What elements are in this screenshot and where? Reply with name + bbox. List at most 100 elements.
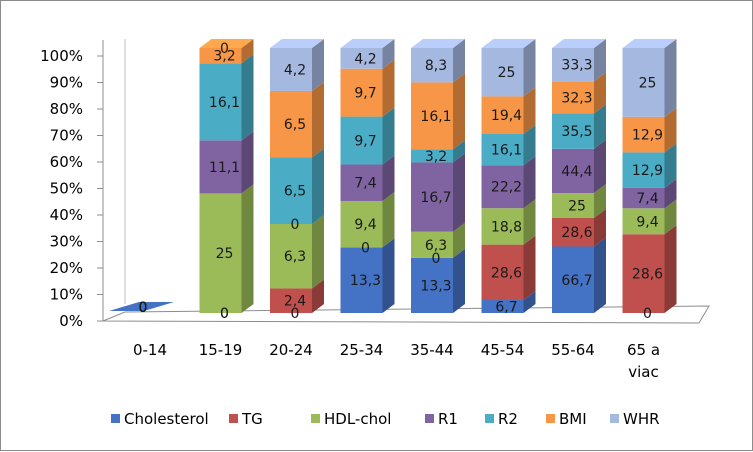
data-label: 16,1 (420, 109, 451, 125)
bar-segment-bmi (411, 73, 465, 150)
bar-segment-r2 (622, 143, 677, 188)
x-category-label: 45-54 (481, 341, 525, 359)
bar-side (453, 39, 465, 83)
legend-swatch (485, 414, 494, 423)
bar-face (340, 247, 383, 313)
data-label: 0 (291, 217, 300, 233)
data-label: 6,7 (495, 300, 517, 316)
data-label: 25 (216, 246, 234, 262)
bar-face (622, 152, 665, 188)
bar-side (664, 178, 677, 209)
legend-label: BMI (559, 410, 587, 428)
bar-face (552, 246, 594, 313)
x-category-label-line: 65 a (627, 341, 660, 359)
bar-segment-r1 (411, 153, 465, 232)
bar-side (241, 184, 254, 313)
bar-face (340, 48, 383, 69)
data-label: 7,4 (636, 191, 658, 207)
legend-swatch (546, 414, 555, 423)
y-tick-label: 100% (40, 47, 83, 65)
bar-face (270, 157, 312, 224)
bar-face (622, 116, 665, 153)
data-label: 0 (139, 300, 148, 316)
bar-face (481, 165, 524, 209)
bar-segment-hdl-chol (622, 199, 677, 235)
bar-side (382, 191, 395, 248)
bar-segment-cholesterol (411, 248, 465, 313)
legend-swatch (610, 414, 619, 423)
bar-side (312, 279, 324, 313)
legend-swatch (229, 414, 238, 423)
data-label: 28,6 (491, 265, 522, 281)
legend-item: R1 (425, 410, 458, 428)
bar-face (481, 244, 524, 301)
bar-top (340, 39, 395, 48)
x-axis-labels: 0-14 15-19 20-24 25-34 35-44 45-54 55-64 65 a vi… (133, 341, 660, 381)
bar-face (622, 48, 665, 117)
bar-segment-bmi (481, 87, 536, 135)
bar-face (340, 200, 383, 248)
bar-side (664, 199, 677, 235)
data-label: 18,8 (491, 219, 522, 235)
bar-face (552, 217, 594, 247)
legend-label: WHR (623, 410, 660, 428)
data-label: 0 (220, 306, 229, 322)
bar-segment-r2 (270, 148, 324, 224)
bar-side (523, 291, 536, 313)
bar-segment-tg (270, 279, 324, 313)
bar-side (241, 131, 254, 194)
data-label: 9,4 (636, 214, 658, 230)
bar-face (411, 48, 453, 83)
data-label: 0 (432, 251, 441, 267)
data-label: 0 (361, 240, 370, 256)
data-label: 25 (498, 65, 516, 81)
data-label: 0 (139, 300, 148, 316)
bar-side (594, 104, 606, 149)
bar-segment-hdl-chol (411, 222, 465, 258)
bar-face (340, 164, 383, 201)
x-category-label: 65 a viac (627, 341, 660, 381)
bar-side (523, 199, 536, 245)
bar-segment-tg (622, 225, 677, 313)
y-tick-label: 0% (59, 312, 83, 330)
bar-face (270, 48, 312, 91)
legend-item: BMI (546, 410, 587, 428)
bar-segment-cholesterol (552, 237, 606, 313)
data-label: 6,3 (284, 249, 306, 265)
data-label: 0 (139, 300, 148, 316)
bar-face (199, 48, 242, 64)
legend-swatch (425, 414, 434, 423)
data-label: 25 (568, 199, 586, 215)
data-label: 0 (139, 300, 148, 316)
legend-label: Cholesterol (124, 410, 209, 428)
x-category-label: 20-24 (269, 341, 313, 359)
bar-side (594, 237, 606, 313)
bar-segment-hdl-chol (199, 184, 254, 313)
x-category-label: 55-64 (551, 341, 595, 359)
bar-face (411, 231, 453, 258)
data-label: 0 (643, 306, 652, 322)
bar-segment-tg (481, 235, 536, 301)
legend-label: R1 (438, 410, 458, 428)
data-label: 7,4 (354, 176, 376, 192)
data-label: 9,7 (354, 134, 376, 150)
bar-side (312, 39, 324, 91)
y-tick-label: 50% (50, 180, 83, 198)
bar-segment-r1 (199, 131, 254, 194)
bar-side (312, 81, 324, 158)
bar-side (664, 225, 677, 313)
bar-face (340, 68, 383, 117)
data-label: 25 (639, 75, 657, 91)
x-category-label: 35-44 (410, 341, 454, 359)
bar-segment-hdl-chol (270, 214, 324, 289)
bar-segment-r2 (340, 107, 395, 165)
bar-side (453, 222, 465, 258)
bar-segment-cholesterol (340, 238, 395, 313)
data-label: 32,3 (561, 90, 592, 106)
bar-face (270, 223, 312, 289)
bar-face (552, 48, 594, 82)
bar-face (199, 140, 242, 194)
legend: Cholesterol TG HDL-chol R1 R2 BMI WHR (111, 410, 660, 428)
bar-face (622, 187, 665, 209)
legend-label: R2 (498, 410, 518, 428)
